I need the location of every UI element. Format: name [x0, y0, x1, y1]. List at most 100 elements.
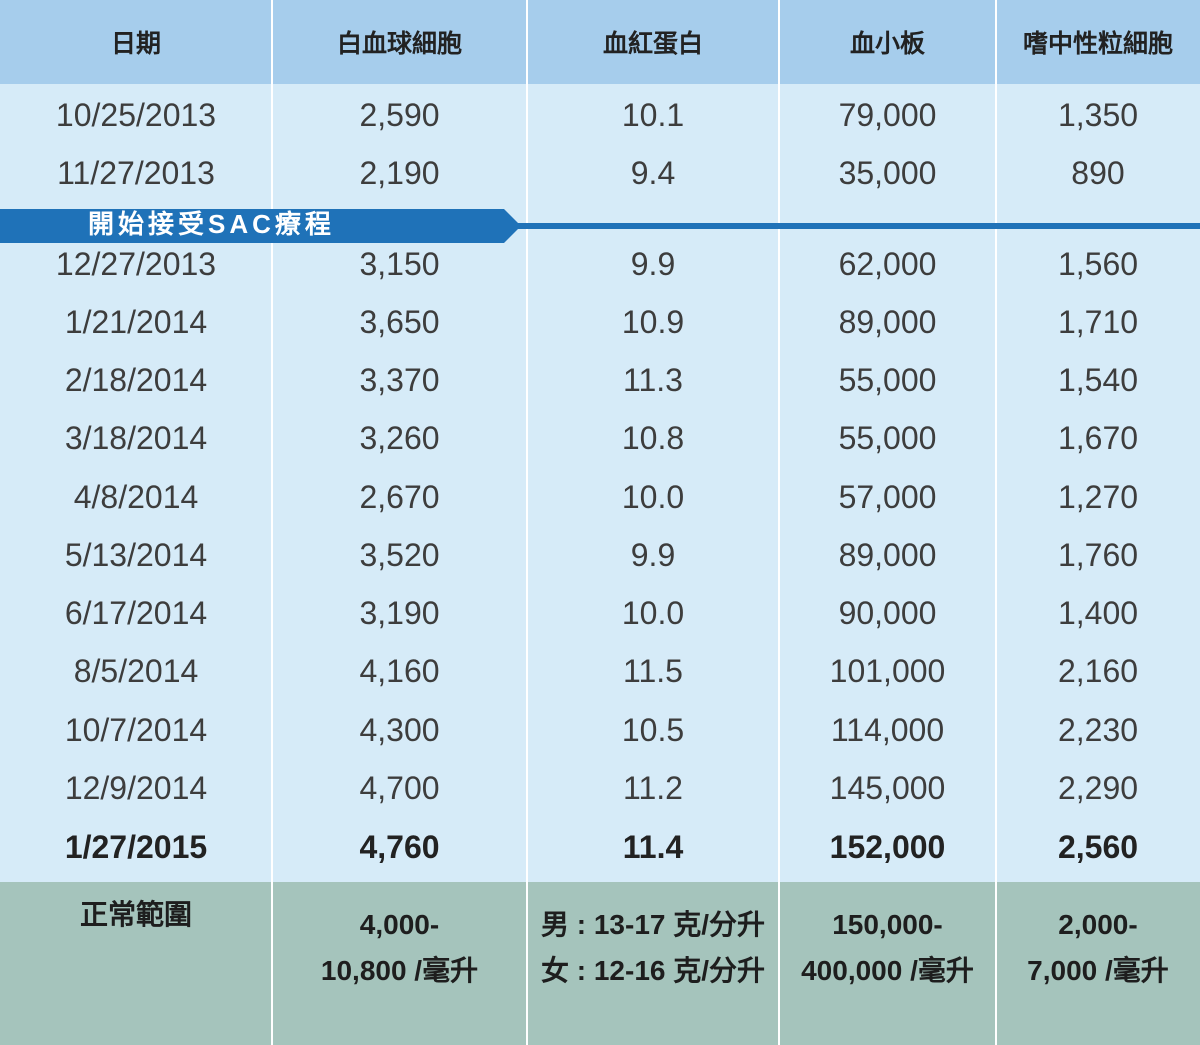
- header-wbc: 白血球細胞: [336, 30, 462, 58]
- cell-wbc: 2,590: [359, 96, 440, 133]
- cell-platelets: 55,000: [838, 419, 937, 456]
- cell-neutrophils: 2,290: [1057, 769, 1139, 806]
- normal-range-hgb-female: 女 : 12-16 克/分升: [540, 955, 766, 986]
- header-neutrophils: 嗜中性粒細胞: [1022, 30, 1173, 58]
- cell-hemoglobin: 10.0: [621, 478, 685, 515]
- normal-range-row: 正常範圍 4,000- 10,800 /毫升 男 : 13-17 克/分升 女 …: [0, 882, 1200, 1045]
- cell-date: 10/7/2014: [64, 711, 208, 748]
- table-header: 日期 白血球細胞 血紅蛋白 血小板 嗜中性粒細胞: [0, 0, 1200, 84]
- header-date: 日期: [110, 30, 161, 58]
- table-row: 10/7/2014 4,300 10.5 114,000 2,230: [0, 701, 1200, 759]
- cell-platelets: 114,000: [830, 711, 945, 748]
- cell-hemoglobin: 10.8: [621, 419, 685, 456]
- cell-hemoglobin: 11.5: [623, 652, 683, 689]
- cell-date: 2/18/2014: [64, 361, 208, 398]
- normal-range-wbc-line2: 10,800 /毫升: [320, 955, 479, 986]
- cell-hemoglobin: 10.1: [621, 96, 685, 133]
- table-row: 8/5/2014 4,160 11.5 101,000 2,160: [0, 642, 1200, 700]
- table-row: 2/18/2014 3,370 11.3 55,000 1,540: [0, 351, 1200, 409]
- normal-range-hemoglobin: 男 : 13-17 克/分升 女 : 12-16 克/分升: [527, 882, 779, 1045]
- therapy-banner-line: [504, 223, 1200, 229]
- cell-wbc: 4,760: [359, 828, 440, 865]
- normal-range-hgb-male: 男 : 13-17 克/分升: [540, 909, 766, 940]
- cell-neutrophils: 1,560: [1057, 245, 1139, 282]
- cell-platelets: 145,000: [829, 769, 946, 806]
- normal-range-wbc: 4,000- 10,800 /毫升: [272, 882, 527, 1045]
- normal-range-plt-line1: 150,000-: [832, 909, 943, 940]
- table-row: 10/25/2013 2,590 10.1 79,000 1,350: [0, 86, 1200, 144]
- cell-date: 1/21/2014: [64, 303, 208, 340]
- table-row: 11/27/2013 2,190 9.4 35,000 890: [0, 144, 1200, 202]
- cell-platelets: 152,000: [829, 828, 946, 865]
- cell-date: 4/8/2014: [73, 478, 199, 515]
- cell-hemoglobin: 10.5: [621, 711, 685, 748]
- cell-wbc: 3,150: [359, 245, 440, 282]
- cell-platelets: 57,000: [838, 478, 937, 515]
- header-hemoglobin: 血紅蛋白: [602, 30, 703, 58]
- normal-range-label: 正常範圍: [79, 899, 192, 930]
- column-divider: [526, 0, 528, 1045]
- cell-neutrophils: 1,760: [1057, 536, 1139, 573]
- cell-neutrophils: 2,160: [1057, 652, 1139, 689]
- cell-neutrophils: 1,710: [1057, 303, 1139, 340]
- cell-hemoglobin: 10.9: [621, 303, 685, 340]
- cell-wbc: 3,650: [359, 303, 440, 340]
- cell-wbc: 2,190: [359, 154, 440, 191]
- table-row: 5/13/2014 3,520 9.9 89,000 1,760: [0, 526, 1200, 584]
- normal-range-plt-line2: 400,000 /毫升: [801, 955, 974, 986]
- cell-platelets: 79,000: [838, 96, 937, 133]
- cell-date: 12/27/2013: [55, 245, 217, 282]
- cell-platelets: 90,000: [838, 594, 937, 631]
- column-divider: [271, 0, 273, 1045]
- normal-range-neutrophils: 2,000- 7,000 /毫升: [996, 882, 1200, 1045]
- cell-hemoglobin: 9.4: [630, 154, 676, 191]
- cell-hemoglobin: 11.3: [623, 361, 683, 398]
- cell-neutrophils: 1,540: [1057, 361, 1139, 398]
- cell-wbc: 2,670: [359, 478, 440, 515]
- cell-wbc: 4,300: [359, 711, 440, 748]
- cell-neutrophils: 1,400: [1057, 594, 1139, 631]
- cell-wbc: 4,160: [359, 652, 440, 689]
- cell-platelets: 55,000: [838, 361, 937, 398]
- cell-date: 8/5/2014: [73, 652, 199, 689]
- cell-hemoglobin: 11.4: [622, 828, 684, 865]
- header-platelets: 血小板: [849, 30, 925, 58]
- normal-range-platelets: 150,000- 400,000 /毫升: [779, 882, 996, 1045]
- cell-neutrophils: 890: [1071, 154, 1125, 191]
- column-divider: [995, 0, 997, 1045]
- table-row: 1/21/2014 3,650 10.9 89,000 1,710: [0, 293, 1200, 351]
- cell-neutrophils: 1,270: [1057, 478, 1139, 515]
- cell-wbc: 3,260: [359, 419, 440, 456]
- cell-date: 10/25/2013: [55, 96, 217, 133]
- table-row: 12/27/2013 3,150 9.9 62,000 1,560: [0, 235, 1200, 293]
- therapy-start-banner: [0, 209, 1200, 243]
- cell-hemoglobin: 9.9: [630, 245, 676, 282]
- cell-platelets: 35,000: [838, 154, 937, 191]
- cell-date: 12/9/2014: [64, 769, 208, 806]
- cell-neutrophils: 2,230: [1057, 711, 1139, 748]
- cell-neutrophils: 1,350: [1057, 96, 1139, 133]
- table-row-latest: 1/27/2015 4,760 11.4 152,000 2,560: [0, 818, 1200, 876]
- cell-neutrophils: 2,560: [1057, 828, 1139, 865]
- table-row: 3/18/2014 3,260 10.8 55,000 1,670: [0, 409, 1200, 467]
- therapy-banner-arrow: [0, 209, 521, 243]
- cell-hemoglobin: 9.9: [630, 536, 676, 573]
- normal-range-neut-line1: 2,000-: [1058, 909, 1138, 940]
- cell-wbc: 3,190: [359, 594, 440, 631]
- cell-wbc: 4,700: [359, 769, 440, 806]
- cell-date: 1/27/2015: [64, 828, 208, 865]
- cell-platelets: 89,000: [838, 303, 937, 340]
- table-row: 6/17/2014 3,190 10.0 90,000 1,400: [0, 584, 1200, 642]
- cell-date: 11/27/2013: [57, 154, 215, 191]
- cell-wbc: 3,520: [359, 536, 440, 573]
- table-row: 12/9/2014 4,700 11.2 145,000 2,290: [0, 759, 1200, 817]
- cell-hemoglobin: 11.2: [623, 769, 683, 806]
- table-row: 4/8/2014 2,670 10.0 57,000 1,270: [0, 468, 1200, 526]
- cell-date: 3/18/2014: [64, 419, 208, 456]
- cell-neutrophils: 1,670: [1057, 419, 1139, 456]
- cell-date: 5/13/2014: [64, 536, 208, 573]
- cell-platelets: 62,000: [838, 245, 937, 282]
- cell-wbc: 3,370: [359, 361, 440, 398]
- normal-range-neut-line2: 7,000 /毫升: [1027, 955, 1169, 986]
